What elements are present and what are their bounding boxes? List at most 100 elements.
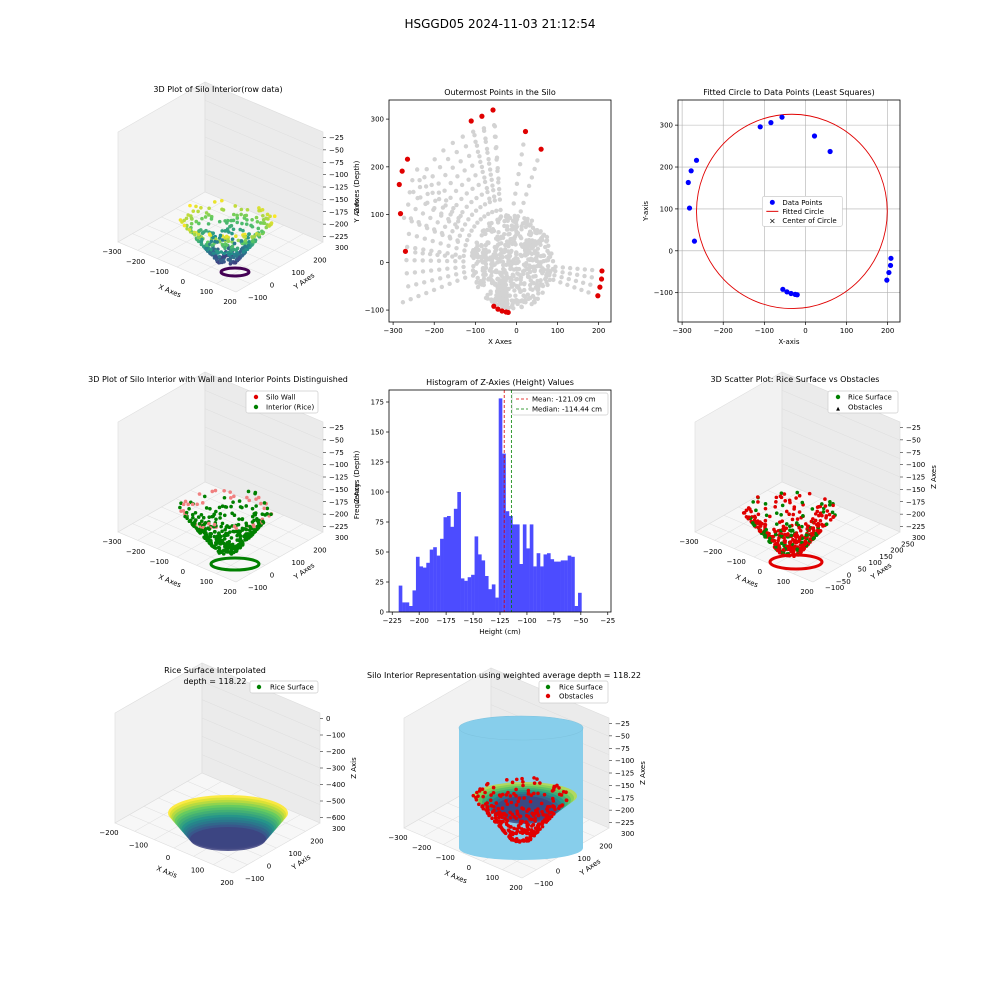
gray-point	[450, 165, 455, 170]
legend-marker-data-points	[769, 199, 775, 205]
raw-point	[250, 239, 255, 244]
silo-ytick-label-1: 0	[556, 868, 560, 876]
obstacle-point	[538, 781, 542, 785]
wall-point	[220, 504, 225, 509]
gray-point	[424, 167, 429, 172]
obstacle-point	[533, 816, 537, 820]
gray-point	[445, 251, 450, 256]
gray-point	[532, 228, 538, 233]
gray-point	[471, 255, 476, 261]
interp-surface	[168, 795, 288, 851]
gray-point	[469, 212, 475, 217]
gray-point	[414, 234, 420, 239]
gray-point	[489, 297, 494, 302]
gray-point	[579, 287, 584, 293]
obstacle-point	[544, 814, 548, 819]
obst-point	[787, 512, 791, 517]
obst-point	[763, 502, 768, 506]
raw-ztick-label-0: −25	[329, 134, 344, 142]
obst-point	[823, 497, 827, 501]
obstacle-point	[495, 820, 500, 824]
gray-point	[450, 229, 455, 234]
hist-bar	[553, 561, 558, 612]
gray-point	[500, 300, 505, 305]
wall-point	[201, 515, 206, 520]
raw-point	[226, 257, 231, 262]
raw-point	[213, 254, 218, 259]
obst-point	[815, 528, 820, 533]
obst-point	[747, 515, 751, 520]
gray-point	[575, 266, 580, 271]
wall-point	[254, 497, 258, 501]
obst-grid-back-z	[781, 445, 901, 496]
gray-point	[526, 183, 532, 189]
wall-point	[217, 531, 221, 536]
raw-point	[182, 223, 187, 228]
gray-point	[474, 143, 480, 148]
gray-point	[446, 216, 451, 222]
gray-point	[522, 287, 527, 293]
raw-point	[223, 229, 227, 233]
obst-point	[800, 524, 804, 529]
outermost-point	[495, 306, 501, 312]
obst-point	[811, 517, 815, 521]
gray-point	[566, 276, 571, 282]
wall-zlabel: Z Axes (Depth)	[353, 450, 361, 503]
gray-point	[540, 282, 545, 287]
gray-point	[472, 132, 477, 138]
obst-ztick-label-1: −50	[906, 436, 921, 444]
obst-point	[824, 515, 828, 520]
gray-point	[518, 209, 523, 214]
wall-ytick-label-0: −100	[248, 584, 267, 592]
obst-grid-back-z	[781, 408, 901, 459]
obst-point	[797, 535, 802, 540]
gray-point	[441, 148, 446, 153]
gray-point	[461, 259, 466, 264]
obst-point	[756, 512, 761, 517]
gray-point	[495, 217, 500, 223]
gray-point	[500, 235, 506, 240]
obst-ztick-label-7: −200	[906, 511, 925, 519]
raw-point	[199, 205, 203, 210]
hist-legend-box	[511, 392, 609, 416]
hist-bar	[481, 560, 486, 612]
obst-ytick-label-0: −100	[825, 584, 844, 592]
gray-point	[413, 250, 418, 255]
wall-ytick-label-4: 300	[335, 534, 348, 542]
gray-point	[539, 237, 545, 243]
raw-point	[223, 246, 227, 251]
gray-point	[491, 187, 496, 193]
hist-ytick-label-6: 150	[371, 429, 384, 437]
raw-point	[244, 222, 249, 226]
raw-point	[260, 229, 264, 234]
interp-ztick-label-5: −500	[326, 798, 345, 806]
raw-ytick-label-3: 200	[313, 257, 326, 265]
obst-point	[788, 524, 792, 529]
raw-point	[196, 209, 200, 214]
wall-grid-back-z	[204, 445, 324, 496]
wall-point	[207, 515, 212, 519]
gray-point	[481, 266, 486, 271]
raw-point	[247, 240, 251, 244]
wall-point	[225, 524, 229, 528]
gray-point	[476, 182, 481, 188]
gray-point	[473, 270, 478, 275]
interp-xtick-label-2: 0	[166, 854, 170, 862]
obstacle-point	[520, 776, 524, 781]
circle-xtick-label-0: −300	[672, 327, 691, 335]
obst-xtick-label-4: 100	[777, 578, 790, 586]
outer-ytick-label-1: 0	[380, 259, 384, 267]
obstacle-point	[471, 793, 476, 798]
gray-point	[552, 273, 557, 278]
gray-point	[529, 218, 535, 223]
obst-point	[820, 502, 824, 506]
gray-point	[487, 167, 493, 172]
wall-point	[219, 524, 223, 529]
obst-point	[828, 500, 832, 504]
wall-point	[202, 494, 207, 499]
obst-ytick-label-1: −50	[836, 578, 851, 586]
obst-point	[810, 526, 815, 530]
obstacle-point	[561, 790, 566, 794]
gray-point	[494, 208, 499, 213]
circle-xlabel: X-axis	[779, 338, 800, 346]
